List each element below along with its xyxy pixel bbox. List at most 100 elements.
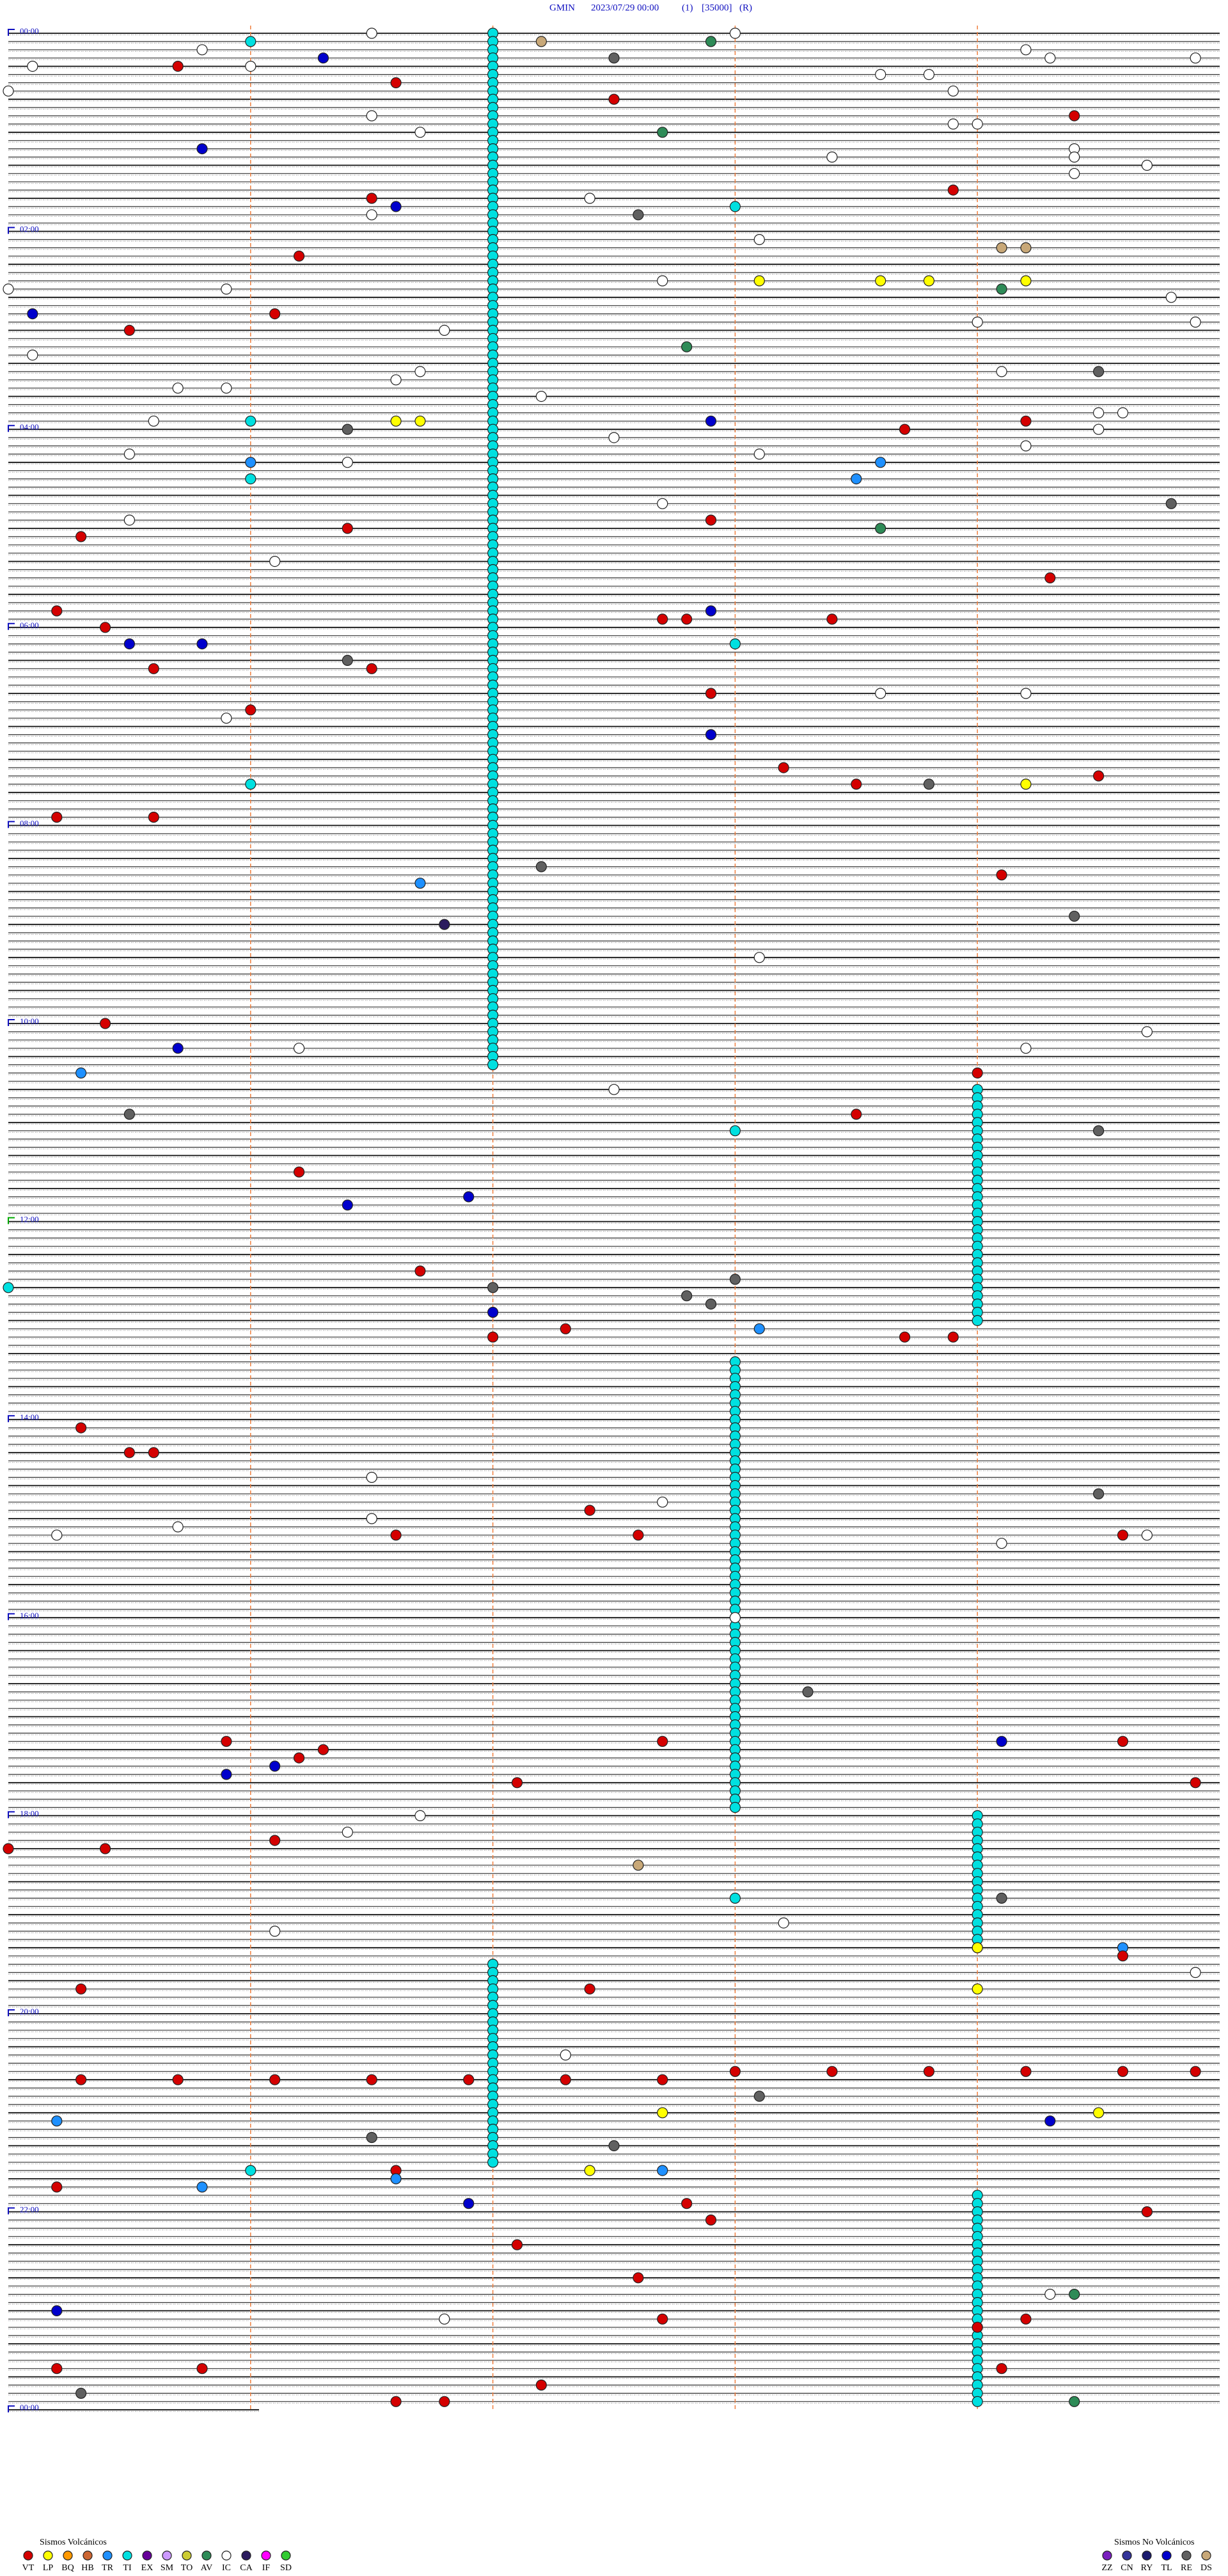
time-label: 00:00 — [20, 2403, 39, 2412]
event-marker — [657, 498, 668, 509]
hour-bracket — [8, 1613, 15, 1620]
event-marker — [75, 1067, 87, 1079]
event-marker — [899, 423, 911, 435]
event-marker — [511, 2239, 523, 2250]
event-marker — [463, 2074, 475, 2085]
event-marker — [366, 1471, 377, 1483]
event-marker — [1141, 159, 1153, 171]
event-marker — [778, 762, 789, 773]
legend-swatch — [1161, 2550, 1172, 2561]
event-marker — [1020, 440, 1032, 452]
event-marker — [826, 2066, 838, 2077]
event-marker — [487, 2156, 499, 2168]
event-marker — [535, 390, 547, 402]
event-marker — [584, 193, 595, 204]
event-marker — [245, 36, 256, 47]
event-marker — [705, 36, 717, 47]
legend-code: RE — [1181, 2563, 1192, 2573]
time-label: 00:00 — [20, 26, 39, 36]
event-marker — [657, 1496, 668, 1508]
event-marker — [1092, 407, 1105, 419]
event-marker — [1020, 242, 1032, 253]
event-marker — [196, 2363, 208, 2375]
time-label: 14:00 — [20, 1412, 39, 1422]
event-marker — [1020, 415, 1032, 427]
hour-bracket — [8, 821, 15, 828]
event-marker — [148, 1447, 159, 1458]
event-marker — [729, 1612, 741, 1624]
header-text: [35000] — [702, 3, 732, 13]
event-marker — [487, 1331, 499, 1343]
event-marker — [172, 2074, 184, 2085]
event-marker — [1020, 2066, 1032, 2077]
event-marker — [172, 1043, 184, 1054]
event-marker — [729, 2066, 741, 2077]
hour-bracket — [8, 1811, 15, 1819]
event-marker — [366, 110, 377, 122]
time-label: 10:00 — [20, 1016, 39, 1026]
event-marker — [705, 1298, 717, 1310]
event-marker — [293, 1043, 305, 1054]
event-marker — [463, 1191, 475, 1203]
event-marker — [608, 2140, 620, 2151]
event-marker — [1117, 407, 1129, 419]
event-marker — [1069, 168, 1080, 179]
event-marker — [1069, 910, 1080, 922]
event-marker — [1141, 2206, 1153, 2218]
event-marker — [657, 1735, 668, 1747]
event-marker — [293, 1166, 305, 1178]
event-marker — [293, 1752, 305, 1764]
legend-code: ZZ — [1101, 2563, 1112, 2573]
event-marker — [317, 52, 329, 64]
event-marker — [608, 93, 620, 105]
legend-swatch — [63, 2550, 73, 2561]
event-marker — [269, 308, 281, 320]
event-marker — [487, 1282, 499, 1293]
event-marker — [1117, 1735, 1129, 1747]
event-marker — [996, 1735, 1007, 1747]
event-marker — [221, 383, 232, 394]
hour-bracket — [8, 622, 15, 630]
event-marker — [875, 68, 886, 81]
event-marker — [196, 638, 208, 650]
event-marker — [221, 713, 232, 724]
event-marker — [1190, 1966, 1201, 1979]
event-marker — [899, 1331, 911, 1343]
event-marker — [245, 778, 256, 790]
event-marker — [996, 283, 1007, 295]
event-marker — [269, 2074, 281, 2085]
event-marker — [996, 869, 1007, 881]
event-marker — [560, 1323, 571, 1334]
event-marker — [3, 283, 14, 295]
event-marker — [269, 1925, 281, 1937]
event-marker — [123, 638, 135, 650]
event-marker — [75, 2074, 87, 2085]
event-marker — [245, 473, 256, 485]
event-marker — [414, 1810, 426, 1821]
time-label: 16:00 — [20, 1611, 39, 1620]
event-marker — [535, 861, 547, 873]
event-marker — [972, 2321, 983, 2333]
event-marker — [269, 555, 281, 567]
hour-bracket — [8, 1415, 15, 1423]
event-marker — [996, 1538, 1007, 1549]
event-marker — [1020, 778, 1032, 790]
event-marker — [923, 68, 935, 81]
event-marker — [705, 2214, 717, 2226]
legend-code: BQ — [61, 2563, 74, 2573]
event-marker — [753, 275, 765, 287]
time-label: 20:00 — [20, 2007, 39, 2016]
event-marker — [51, 2181, 63, 2193]
legend-swatch — [142, 2550, 152, 2561]
legend-title: Sismos No Volcánicos — [1114, 2538, 1195, 2547]
event-marker — [996, 2363, 1007, 2375]
event-marker — [1044, 52, 1056, 64]
event-marker — [414, 878, 426, 889]
legend-title: Sismos Volcánicos — [40, 2538, 107, 2547]
legend-swatch — [83, 2550, 93, 2561]
event-marker — [269, 1835, 281, 1846]
legend-code: RY — [1141, 2563, 1153, 2573]
event-marker — [3, 1282, 14, 1293]
